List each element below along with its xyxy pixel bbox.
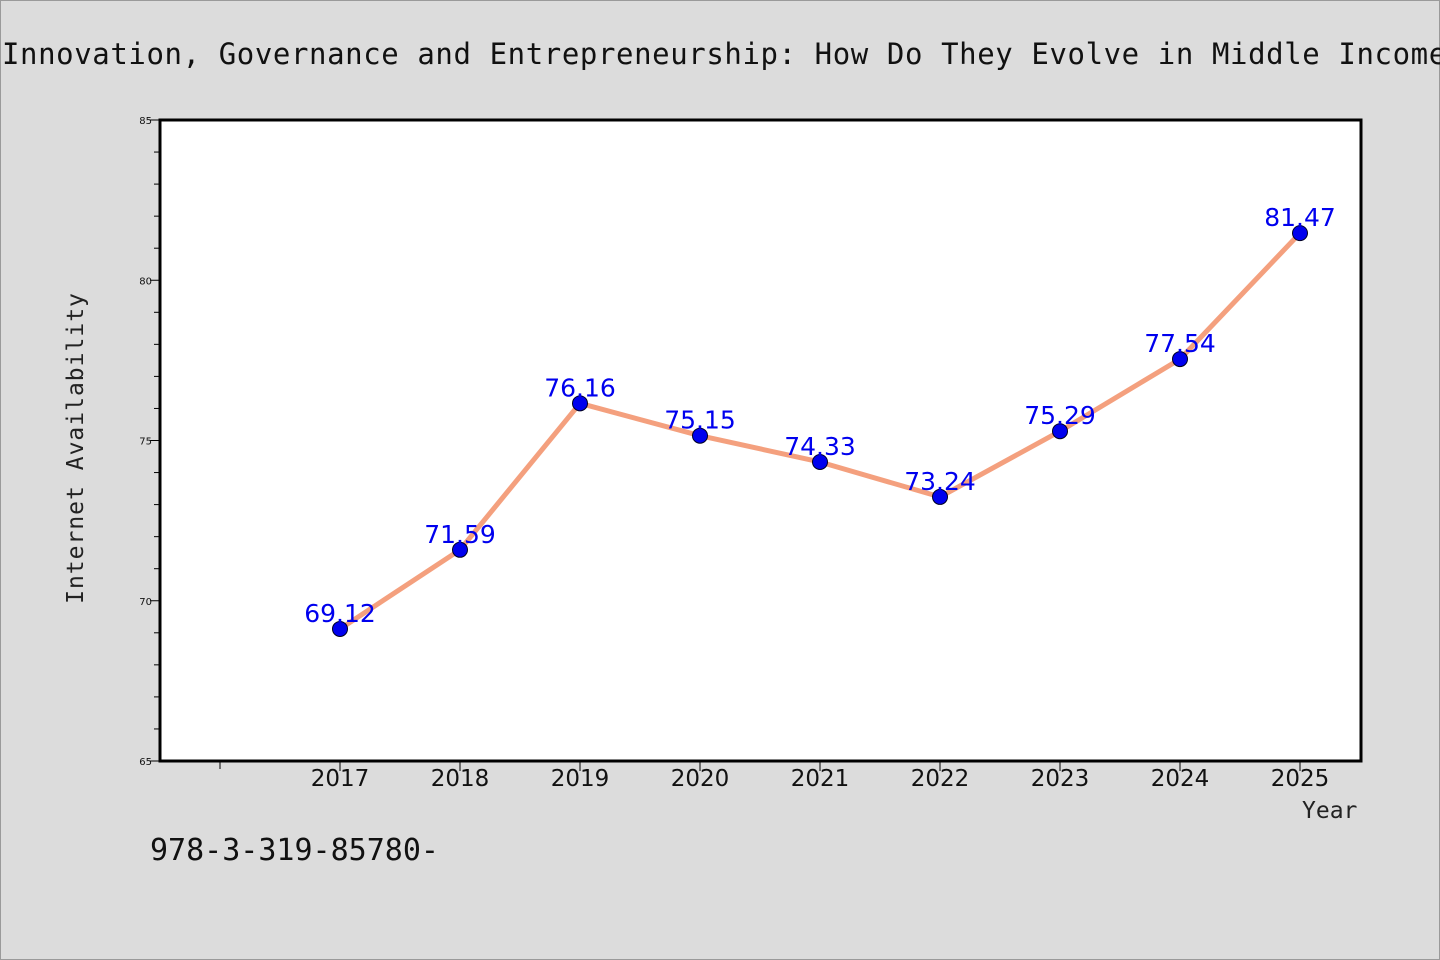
- x-tick-label: 2025: [1271, 766, 1330, 792]
- y-tick-label: 70: [139, 597, 152, 608]
- x-tick-label: 2020: [671, 766, 730, 792]
- x-tick-label: 2018: [431, 766, 490, 792]
- x-axis-label: Year: [1302, 798, 1358, 824]
- y-tick-label: 80: [139, 276, 152, 287]
- y-tick-label: 75: [139, 437, 152, 448]
- y-tick-label: 85: [139, 116, 152, 127]
- y-tick-label: 65: [139, 757, 152, 768]
- data-point: [1172, 351, 1188, 368]
- data-label: 75.15: [664, 406, 736, 435]
- data-point: [692, 427, 708, 444]
- x-tick-label: 2017: [311, 766, 370, 792]
- data-point: [1052, 423, 1068, 440]
- data-label: 75.29: [1024, 401, 1096, 430]
- data-point: [1292, 225, 1308, 242]
- x-tick-label: 2023: [1031, 766, 1090, 792]
- data-point: [932, 488, 948, 505]
- y-axis-ticks: 65 70 75 80 85: [139, 116, 160, 768]
- x-tick-label: 2019: [551, 766, 610, 792]
- data-label: 81.47: [1264, 203, 1336, 232]
- data-label: 69.12: [304, 599, 376, 628]
- isbn-footnote: 978-3-319-85780-: [150, 833, 439, 868]
- x-tick-label: 2021: [791, 766, 850, 792]
- data-label: 73.24: [904, 467, 976, 496]
- plot-area: [158, 118, 1363, 763]
- series-layer: 69.12 71.59 76.16 75.15 74.33 73.24 75.29 77.54…: [304, 203, 1336, 637]
- x-tick-label: 2022: [911, 766, 970, 792]
- data-point: [332, 620, 348, 637]
- data-label: 77.54: [1144, 329, 1216, 358]
- data-point: [572, 395, 588, 412]
- data-point: [812, 453, 828, 470]
- data-label: 71.59: [424, 520, 496, 549]
- data-point: [452, 541, 468, 558]
- x-tick-label: 2024: [1151, 766, 1210, 792]
- data-label: 76.16: [544, 373, 616, 402]
- data-label: 74.33: [784, 432, 856, 461]
- x-axis-ticks: 2017 2018 2019 2020 2021 2022 2023 2024 2025: [219, 761, 1330, 792]
- chart-title: Innovation, Governance and Entrepreneurs…: [2, 37, 1440, 71]
